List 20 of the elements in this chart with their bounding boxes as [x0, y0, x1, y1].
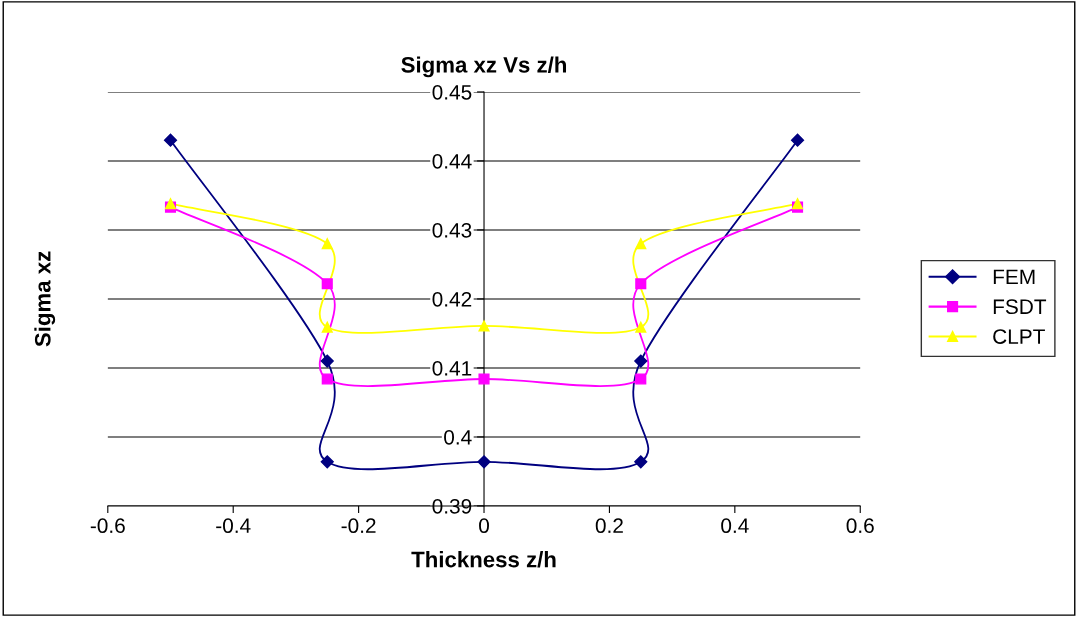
y-tick-label: 0.45 [432, 84, 472, 100]
x-tick-label: 0.2 [595, 518, 623, 534]
x-tick-label: -0.6 [90, 518, 125, 534]
x-tick-label: 0.6 [846, 518, 874, 534]
x-axis-title: Thickness z/h [411, 551, 556, 568]
x-tick-label: -0.2 [341, 518, 376, 534]
y-tick-label: 0.43 [432, 222, 472, 238]
y-tick-label: 0.4 [444, 429, 472, 445]
x-tick-label: 0 [479, 518, 489, 534]
y-tick-label: 0.39 [432, 498, 472, 514]
y-tick-label: 0.44 [432, 153, 472, 169]
legend-label: FSDT [993, 299, 1047, 315]
y-axis-title: Sigma xz [34, 251, 56, 347]
y-tick-label: 0.42 [432, 291, 472, 307]
x-tick-label: 0.4 [721, 518, 749, 534]
legend-label: CLPT [993, 329, 1045, 344]
legend-label: FEM [993, 269, 1035, 285]
y-tick-label: 0.41 [432, 360, 472, 376]
chart-title: Sigma xz Vs z/h [401, 56, 567, 78]
x-tick-label: -0.4 [216, 518, 251, 534]
